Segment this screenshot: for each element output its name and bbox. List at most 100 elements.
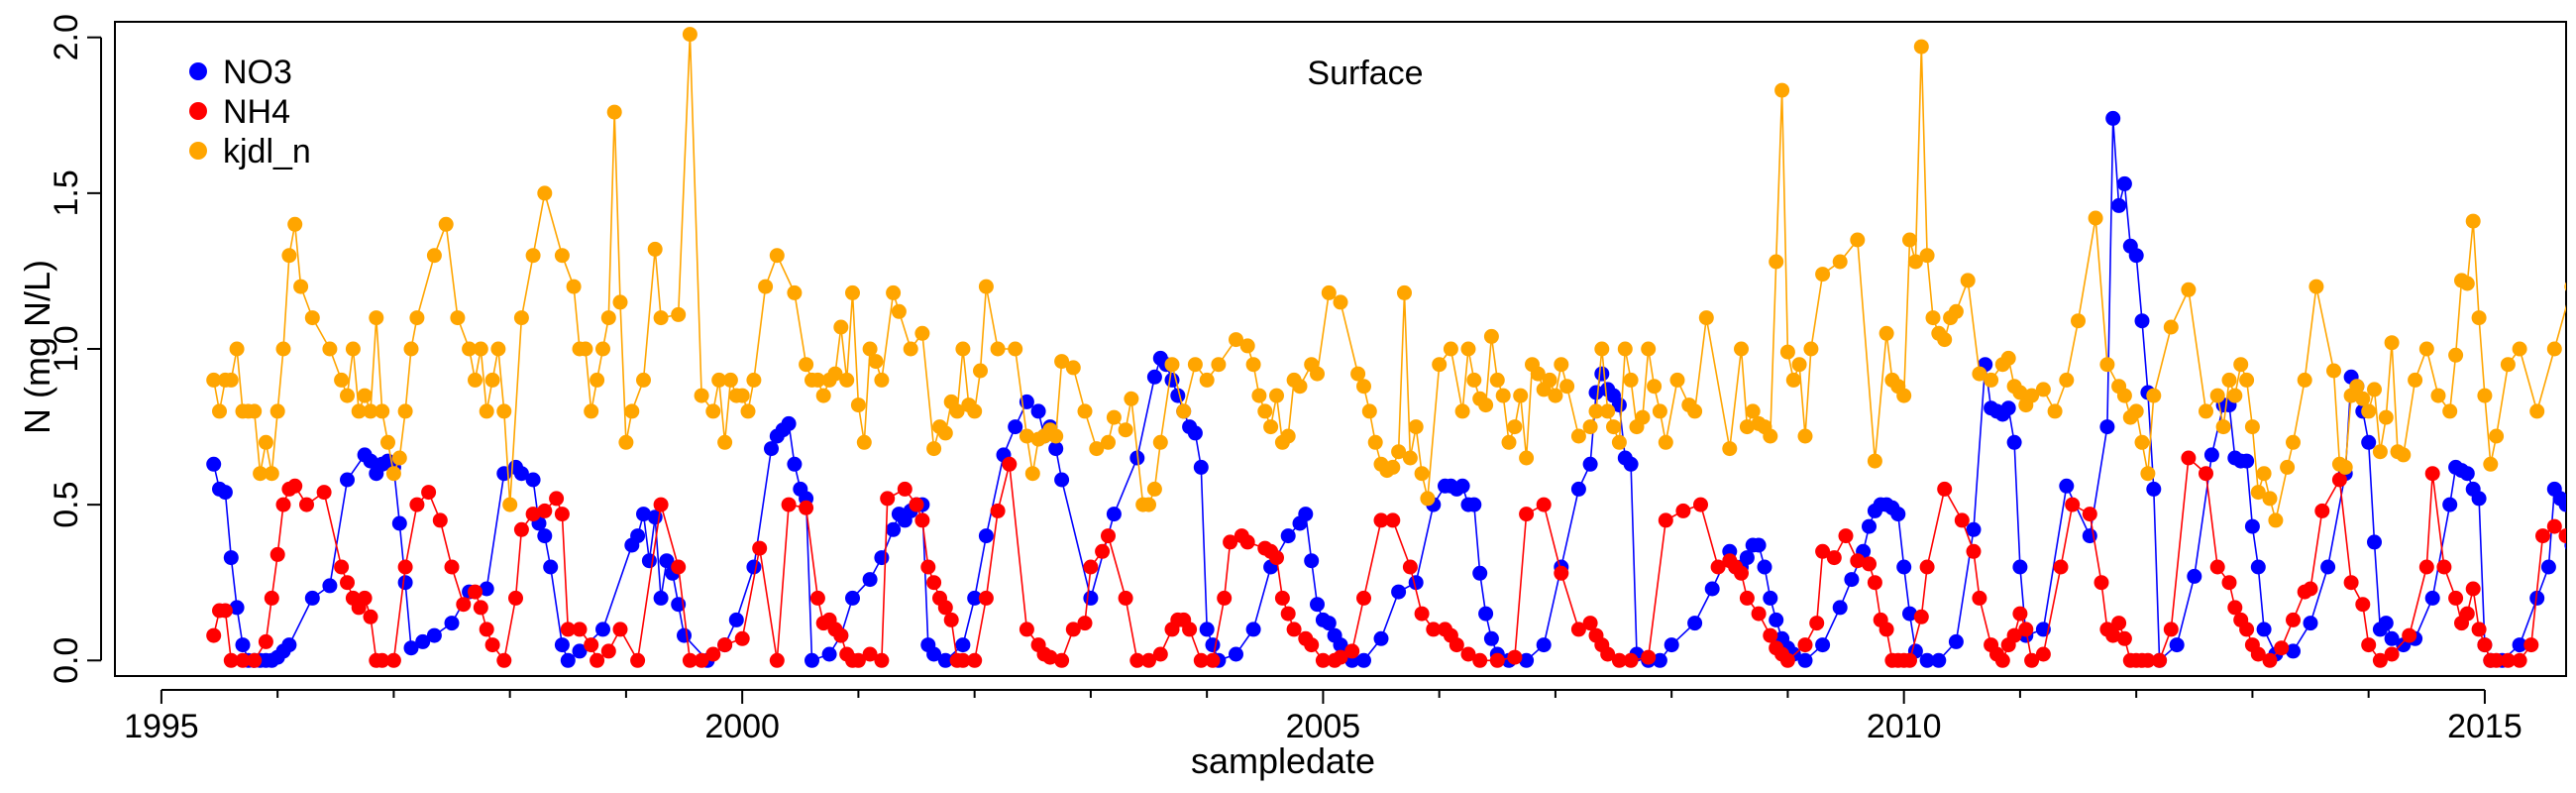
point-no3 <box>787 456 803 472</box>
point-kjdl-n <box>2268 512 2284 528</box>
point-no3 <box>845 590 860 606</box>
point-no3 <box>1570 481 1586 497</box>
point-no3 <box>886 521 902 537</box>
panel-annotation: Surface <box>1307 55 1423 92</box>
point-kjdl-n <box>1199 372 1215 388</box>
point-nh4 <box>612 622 628 637</box>
point-no3 <box>513 466 529 482</box>
point-no3 <box>2286 643 2301 659</box>
point-no3 <box>397 575 413 591</box>
point-nh4 <box>874 652 890 668</box>
point-kjdl-n <box>1570 428 1586 444</box>
point-nh4 <box>508 590 523 606</box>
point-no3 <box>322 578 338 594</box>
point-nh4 <box>421 485 437 501</box>
point-no3 <box>926 646 942 662</box>
point-nh4 <box>484 637 500 653</box>
point-no3 <box>2203 447 2219 463</box>
point-kjdl-n <box>1460 341 1476 357</box>
point-nh4 <box>1101 528 1116 544</box>
point-nh4 <box>1274 590 1290 606</box>
point-kjdl-n <box>2035 382 2051 397</box>
point-no3 <box>415 633 431 649</box>
point-kjdl-n <box>2326 363 2341 379</box>
point-nh4 <box>1623 652 1639 668</box>
point-no3 <box>206 456 222 472</box>
point-kjdl-n <box>1698 310 1714 326</box>
point-kjdl-n <box>590 372 605 388</box>
point-kjdl-n <box>2372 444 2388 460</box>
point-kjdl-n <box>473 341 488 357</box>
point-kjdl-n <box>1588 403 1604 419</box>
point-nh4 <box>1402 559 1418 575</box>
point-kjdl-n <box>502 497 518 512</box>
point-nh4 <box>920 559 936 575</box>
point-kjdl-n <box>1077 403 1093 419</box>
point-nh4 <box>1519 507 1535 522</box>
point-no3 <box>2111 197 2127 213</box>
point-kjdl-n <box>1391 444 1407 460</box>
point-no3 <box>2146 481 2162 497</box>
point-kjdl-n <box>2221 372 2237 388</box>
point-nh4 <box>223 652 239 668</box>
point-nh4 <box>1193 652 1209 668</box>
point-no3 <box>525 472 541 488</box>
point-nh4 <box>1002 456 1018 472</box>
point-kjdl-n <box>717 434 733 450</box>
point-no3 <box>2059 478 2075 494</box>
point-kjdl-n <box>293 279 309 294</box>
point-nh4 <box>2436 559 2452 575</box>
point-no3 <box>1664 637 1679 653</box>
point-no3 <box>2459 466 2475 482</box>
point-no3 <box>1030 403 1046 419</box>
point-kjdl-n <box>734 388 750 403</box>
point-nh4 <box>734 630 750 646</box>
point-nh4 <box>2018 622 2034 637</box>
y-tick-label: 1.5 <box>48 170 85 216</box>
point-nh4 <box>2558 528 2566 544</box>
point-kjdl-n <box>967 403 983 419</box>
point-no3 <box>1890 507 1906 522</box>
point-no3 <box>659 553 675 569</box>
point-no3 <box>1844 572 1860 588</box>
point-nh4 <box>2512 652 2527 668</box>
point-no3 <box>426 627 442 643</box>
point-no3 <box>978 528 994 544</box>
point-kjdl-n <box>1414 466 1430 482</box>
point-nh4 <box>1862 556 1877 572</box>
point-kjdl-n <box>1402 450 1418 466</box>
point-no3 <box>1048 441 1064 457</box>
point-nh4 <box>456 597 472 613</box>
point-kjdl-n <box>385 466 401 482</box>
point-no3 <box>223 550 239 566</box>
point-nh4 <box>809 590 825 606</box>
point-kjdl-n <box>1124 391 1139 406</box>
y-tick-label: 2.0 <box>48 14 85 60</box>
point-no3 <box>2116 175 2132 191</box>
point-nh4 <box>1600 646 1616 662</box>
point-kjdl-n <box>1769 254 1784 270</box>
point-kjdl-n <box>1960 273 1976 288</box>
point-kjdl-n <box>1739 419 1755 435</box>
point-no3 <box>746 559 762 575</box>
point-no3 <box>2006 434 2022 450</box>
point-kjdl-n <box>566 279 582 294</box>
point-kjdl-n <box>1972 366 1987 382</box>
point-no3 <box>630 528 646 544</box>
legend-label-no3: NO3 <box>223 54 292 91</box>
point-nh4 <box>2065 497 2081 512</box>
point-kjdl-n <box>1815 267 1831 283</box>
point-nh4 <box>264 590 279 606</box>
point-kjdl-n <box>1554 357 1569 373</box>
point-kjdl-n <box>624 403 640 419</box>
point-nh4 <box>914 512 930 528</box>
point-kjdl-n <box>391 450 407 466</box>
point-no3 <box>1815 637 1831 653</box>
point-kjdl-n <box>1734 341 1749 357</box>
point-kjdl-n <box>1745 403 1761 419</box>
point-kjdl-n <box>1048 428 1064 444</box>
legend: NO3 NH4 kjdl_n <box>189 54 311 170</box>
point-kjdl-n <box>1937 332 1953 348</box>
point-no3 <box>1478 606 1494 622</box>
point-nh4 <box>630 652 646 668</box>
